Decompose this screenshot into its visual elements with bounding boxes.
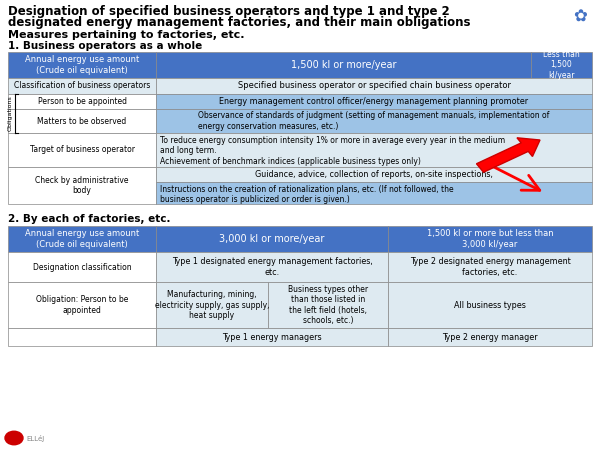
Text: Measures pertaining to factories, etc.: Measures pertaining to factories, etc. <box>8 30 245 40</box>
Bar <box>8 109 156 133</box>
Bar <box>156 133 592 167</box>
Bar <box>8 282 156 328</box>
Bar <box>8 94 156 109</box>
Text: Type 1 energy managers: Type 1 energy managers <box>222 333 322 342</box>
Bar <box>8 328 156 346</box>
Circle shape <box>5 431 23 445</box>
Bar <box>156 328 388 346</box>
Text: Energy management control officer/energy management planning promoter: Energy management control officer/energy… <box>220 97 529 106</box>
Text: Specified business operator or specified chain business operator: Specified business operator or specified… <box>238 81 511 90</box>
Bar <box>8 133 156 167</box>
Text: Observance of standards of judgment (setting of management manuals, implementati: Observance of standards of judgment (set… <box>199 111 550 130</box>
Text: Type 1 designated energy management factories,
etc.: Type 1 designated energy management fact… <box>172 257 373 277</box>
Text: All business types: All business types <box>454 301 526 310</box>
Bar <box>531 52 592 78</box>
Bar <box>388 282 592 328</box>
Text: Obligation: Person to be
appointed: Obligation: Person to be appointed <box>36 295 128 315</box>
Text: Designation of specified business operators and type 1 and type 2: Designation of specified business operat… <box>8 5 450 18</box>
Bar <box>156 52 531 78</box>
Bar <box>156 78 592 94</box>
Bar <box>268 282 388 328</box>
Bar <box>156 282 268 328</box>
Bar <box>8 167 156 204</box>
Text: ELLéJ: ELLéJ <box>26 435 44 441</box>
Text: Annual energy use amount
(Crude oil equivalent): Annual energy use amount (Crude oil equi… <box>25 55 139 75</box>
Bar <box>156 226 388 252</box>
Text: Type 2 designated energy management
factories, etc.: Type 2 designated energy management fact… <box>410 257 571 277</box>
Bar <box>8 52 156 78</box>
Text: designated energy management factories, and their main obligations: designated energy management factories, … <box>8 16 470 29</box>
Text: 1,500 kl or more/year: 1,500 kl or more/year <box>291 60 396 70</box>
Text: To reduce energy consumption intensity 1% or more in average every year in the m: To reduce energy consumption intensity 1… <box>160 136 505 166</box>
Bar <box>156 182 592 204</box>
Bar <box>388 252 592 282</box>
Text: Guidance, advice, collection of reports, on-site inspections,: Guidance, advice, collection of reports,… <box>255 170 493 179</box>
Bar <box>8 226 156 252</box>
Bar <box>388 328 592 346</box>
Text: Type 2 energy manager: Type 2 energy manager <box>442 333 538 342</box>
Text: Annual energy use amount
(Crude oil equivalent): Annual energy use amount (Crude oil equi… <box>25 230 139 249</box>
Text: 2. By each of factories, etc.: 2. By each of factories, etc. <box>8 214 170 224</box>
Text: 1,500 kl or more but less than
3,000 kl/year: 1,500 kl or more but less than 3,000 kl/… <box>427 230 553 249</box>
Bar <box>156 94 592 109</box>
Bar <box>156 167 592 182</box>
Text: Person to be appointed: Person to be appointed <box>37 97 127 106</box>
Bar <box>388 226 592 252</box>
Text: Obligations: Obligations <box>8 96 13 131</box>
Text: Check by administrative
body: Check by administrative body <box>35 176 129 195</box>
Bar <box>8 252 156 282</box>
Bar <box>8 78 156 94</box>
Text: Manufacturing, mining,
electricity supply, gas supply,
heat supply: Manufacturing, mining, electricity suppl… <box>155 290 269 320</box>
Text: Matters to be observed: Matters to be observed <box>37 117 127 126</box>
Text: 3,000 kl or more/year: 3,000 kl or more/year <box>220 234 325 244</box>
Text: Target of business operator: Target of business operator <box>29 145 134 154</box>
Text: 1. Business operators as a whole: 1. Business operators as a whole <box>8 41 202 51</box>
Text: ✿: ✿ <box>573 8 587 26</box>
Text: Classification of business operators: Classification of business operators <box>14 81 150 90</box>
Text: Less than
1,500
kl/year: Less than 1,500 kl/year <box>543 50 580 80</box>
FancyArrow shape <box>476 138 540 172</box>
Bar <box>156 109 592 133</box>
Text: Instructions on the creation of rationalization plans, etc. (If not followed, th: Instructions on the creation of rational… <box>160 185 454 204</box>
Text: Business types other
than those listed in
the left field (hotels,
schools, etc.): Business types other than those listed i… <box>288 285 368 325</box>
Text: Designation classification: Designation classification <box>32 262 131 271</box>
Bar <box>156 252 388 282</box>
